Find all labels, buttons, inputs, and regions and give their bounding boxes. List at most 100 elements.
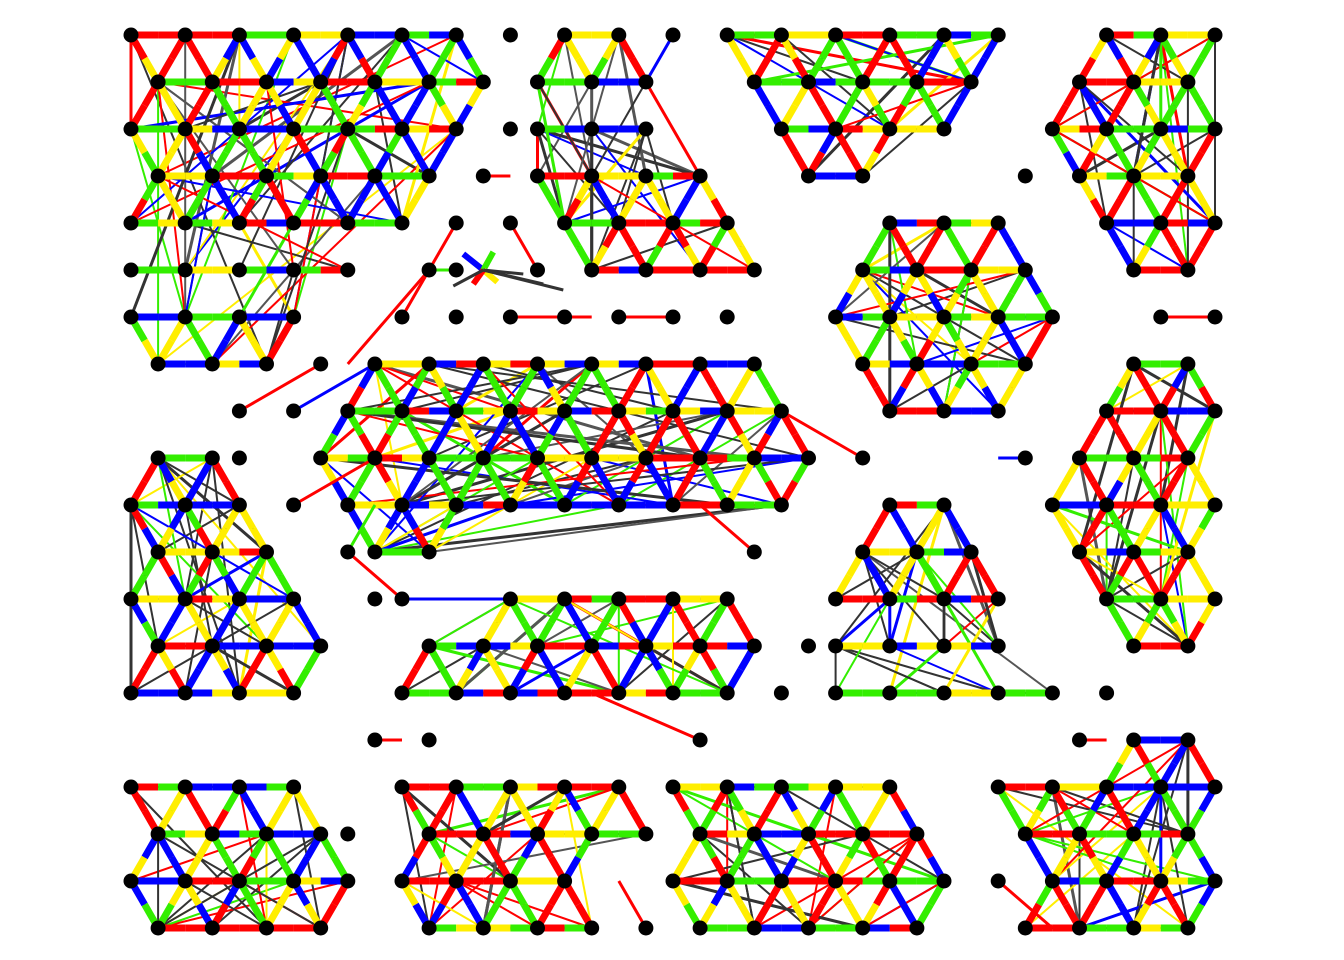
graph-node: [231, 215, 247, 231]
graph-node: [475, 638, 491, 654]
graph-node: [150, 74, 166, 90]
graph-node: [963, 544, 979, 560]
cluster-top-mid-chord: [590, 128, 701, 271]
graph-node: [448, 873, 464, 889]
graph-node: [801, 920, 816, 936]
graph-node: [611, 779, 627, 795]
graph-node: [638, 121, 654, 137]
graph-node: [1207, 121, 1223, 137]
cluster-bottom-center-chord: [428, 598, 511, 647]
graph-node: [204, 356, 220, 372]
graph-node: [611, 403, 627, 419]
graph-node: [557, 309, 573, 325]
graph-node: [936, 873, 952, 889]
node-layer: [123, 27, 1223, 936]
graph-node: [746, 262, 762, 278]
loose-edge: [346, 269, 431, 365]
graph-node: [530, 450, 545, 466]
graph-node: [882, 638, 898, 654]
graph-node: [204, 168, 220, 184]
graph-node: [502, 591, 518, 607]
cluster-top-left-chord: [265, 128, 349, 365]
graph-node: [855, 168, 871, 184]
graph-node: [1072, 826, 1087, 842]
graph-node: [1180, 74, 1196, 90]
graph-node: [150, 638, 166, 654]
graph-node: [1072, 74, 1087, 90]
graph-node: [231, 497, 247, 513]
graph-node: [421, 638, 437, 654]
graph-node: [286, 215, 302, 231]
graph-node: [177, 121, 193, 137]
graph-node: [638, 356, 654, 372]
graph-node: [1017, 826, 1033, 842]
graph-node: [882, 215, 898, 231]
graph-node: [502, 309, 518, 325]
graph-node: [448, 121, 464, 137]
graph-node: [231, 262, 247, 278]
graph-node: [746, 920, 762, 936]
starburst-edge: [482, 268, 564, 292]
graph-node: [177, 779, 193, 795]
graph-node: [1126, 262, 1142, 278]
graph-node: [530, 168, 545, 184]
cluster-bottom-right-triangle-chord: [942, 504, 1000, 647]
graph-node: [231, 873, 247, 889]
graph-node: [421, 450, 437, 466]
graph-node: [855, 450, 871, 466]
graph-node: [1126, 450, 1142, 466]
graph-node: [448, 309, 464, 325]
graph-node: [204, 638, 220, 654]
starburst-edge: [452, 268, 485, 288]
graph-node: [286, 403, 302, 419]
graph-node: [611, 591, 627, 607]
graph-node: [177, 262, 193, 278]
graph-node: [123, 591, 139, 607]
loose-edge: [292, 362, 376, 413]
graph-node: [231, 309, 247, 325]
graph-node: [1180, 826, 1196, 842]
graph-node: [1207, 779, 1223, 795]
graph-node: [394, 215, 410, 231]
graph-node: [1099, 685, 1115, 701]
graph-node: [204, 920, 220, 936]
graph-node: [773, 497, 789, 513]
cluster-bottom-right-triangle-chord: [888, 644, 945, 695]
graph-node: [502, 685, 518, 701]
graph-node: [692, 356, 708, 372]
graph-node: [1153, 873, 1169, 889]
graph-node: [855, 74, 871, 90]
cluster-bottom-right-triangle-chord: [835, 645, 945, 694]
graph-node: [1180, 168, 1196, 184]
graph-node: [421, 826, 437, 842]
graph-node: [313, 826, 329, 842]
graph-node: [448, 685, 464, 701]
graph-node: [665, 309, 681, 325]
graph-node: [665, 873, 681, 889]
graph-node: [1017, 262, 1033, 278]
graph-node: [828, 121, 844, 137]
graph-node: [855, 544, 871, 560]
cluster-top-mid-chord: [591, 127, 701, 178]
graph-node: [692, 920, 708, 936]
graph-node: [1207, 27, 1223, 43]
graph-node: [584, 920, 600, 936]
graph-node: [936, 591, 952, 607]
cluster-top-left-chord: [184, 222, 349, 271]
cluster-bottom-right-triangle-chord: [889, 645, 999, 694]
graph-node: [340, 403, 356, 419]
graph-node: [801, 74, 816, 90]
graph-node: [638, 74, 654, 90]
graph-node: [394, 685, 410, 701]
graph-node: [421, 356, 437, 372]
starburst-edge: [483, 268, 524, 276]
graph-node: [936, 215, 952, 231]
graph-node: [1072, 168, 1087, 184]
graph-node: [421, 168, 437, 184]
graph-node: [259, 356, 274, 372]
graph-node: [530, 356, 545, 372]
graph-node: [150, 168, 166, 184]
graph-node: [909, 920, 925, 936]
graph-node: [828, 685, 844, 701]
graph-node: [557, 779, 573, 795]
